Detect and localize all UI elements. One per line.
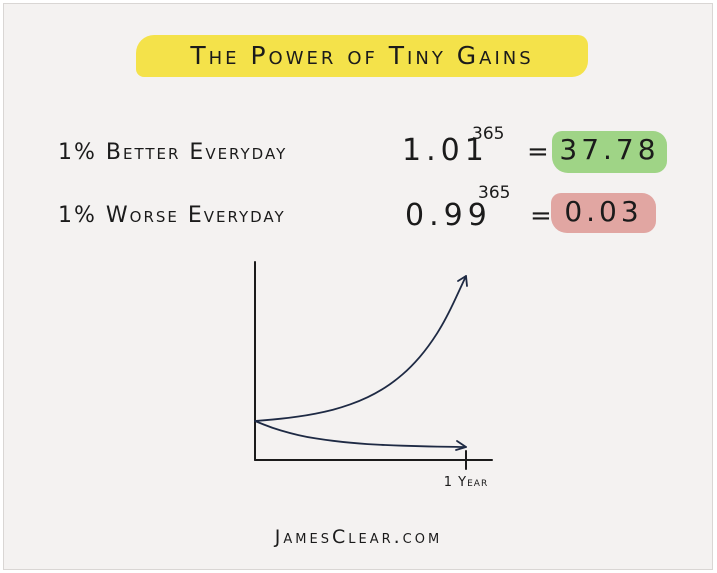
worse-result: 0.03 xyxy=(564,195,643,228)
better-exponent: 365 xyxy=(472,124,505,144)
series-better-arrow xyxy=(457,275,468,287)
series-worse-line xyxy=(254,420,467,448)
better-result: 37.78 xyxy=(559,133,660,166)
x-tick-label: 1 Year xyxy=(444,475,488,490)
footer-site: JamesClear.com xyxy=(274,526,443,548)
series-worse-arrow xyxy=(455,440,467,451)
better-result-highlight: 37.78 xyxy=(552,131,667,173)
page-title: The Power of Tiny Gains xyxy=(190,41,534,70)
series-better-line xyxy=(254,275,467,422)
title-highlight xyxy=(136,35,588,77)
title-block: The Power of Tiny Gains xyxy=(136,35,588,77)
better-label: 1% Better Everyday xyxy=(58,140,288,165)
better-equals: = xyxy=(527,137,549,167)
worse-base: 0.99 xyxy=(405,198,492,233)
worse-exponent: 365 xyxy=(478,183,511,203)
worse-label: 1% Worse Everyday xyxy=(58,203,286,228)
better-base: 1.01 xyxy=(402,133,489,168)
worse-equals: = xyxy=(530,201,552,231)
infographic-card xyxy=(3,3,713,570)
worse-result-highlight: 0.03 xyxy=(551,193,656,233)
